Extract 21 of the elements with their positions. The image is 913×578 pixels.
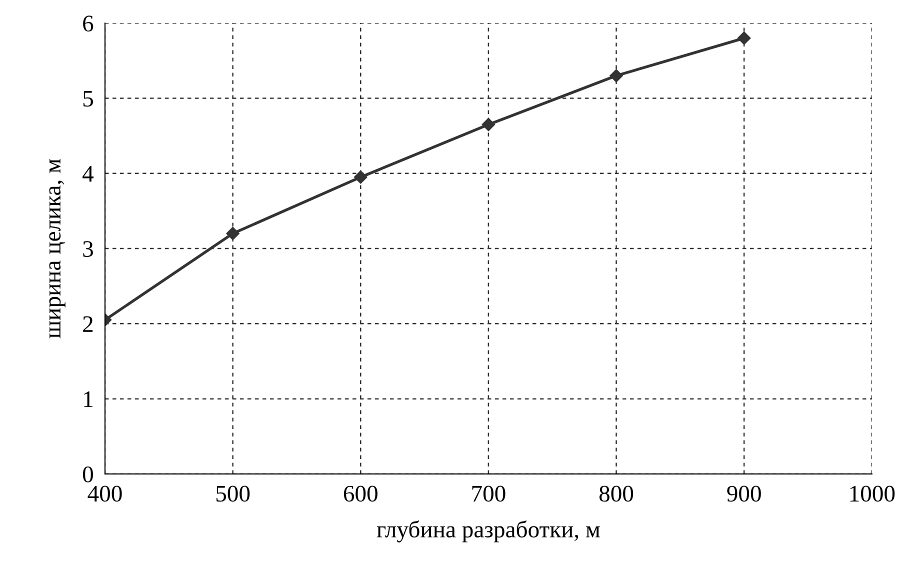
y-tick-label: 0	[82, 466, 93, 482]
x-tick-label: 800	[599, 486, 634, 502]
point	[610, 69, 623, 82]
y-tick-label: 4	[82, 166, 94, 182]
y-axis-title: ширина целика, м	[49, 159, 66, 338]
point	[226, 226, 240, 240]
point	[482, 118, 496, 132]
y-tick-label: 3	[83, 241, 93, 257]
x-tick-label: 900	[727, 486, 761, 502]
x-tick-label: 600	[344, 486, 378, 502]
x-tick-label: 700	[472, 486, 506, 502]
x-axis-title: глубина разработки, м	[376, 520, 600, 542]
point	[354, 170, 368, 184]
x-tick-label: 400	[88, 486, 122, 502]
x-tick-label: 1000	[850, 486, 895, 502]
point	[738, 32, 751, 45]
y-tick-label: 5	[83, 90, 93, 107]
y-tick-label: 2	[83, 316, 93, 332]
y-tick-label: 6	[83, 16, 94, 32]
y-tick-label: 1	[84, 391, 92, 408]
x-tick-label: 500	[216, 486, 250, 502]
